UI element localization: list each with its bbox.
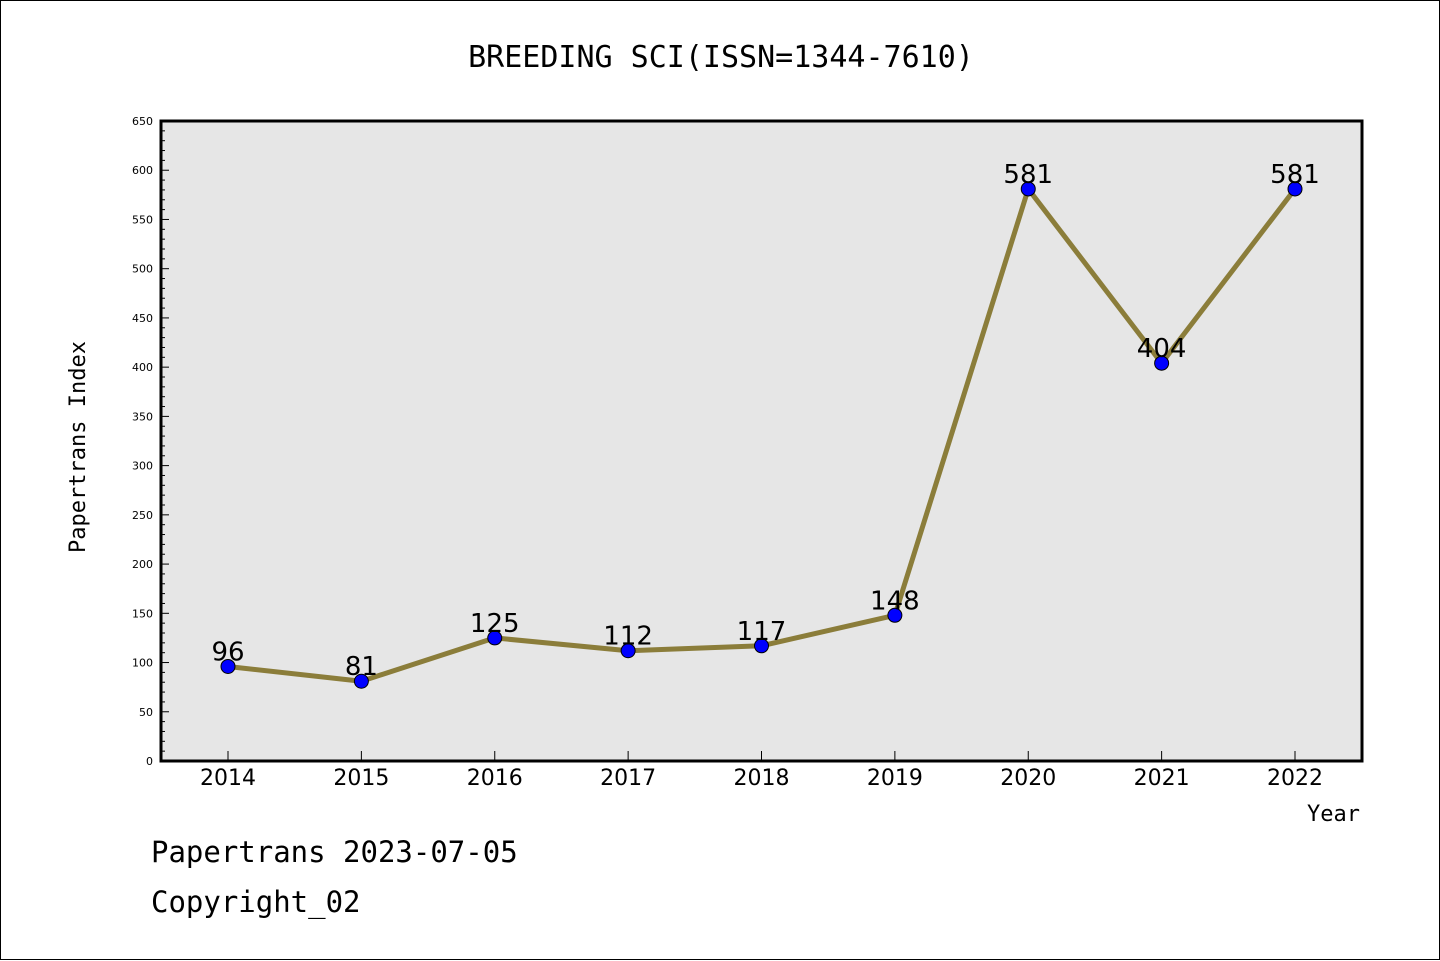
footer-date: Papertrans 2023-07-05 — [151, 835, 518, 869]
x-tick-label: 2017 — [600, 766, 656, 791]
y-tick-label: 150 — [132, 607, 153, 620]
series: 96 81 125 112 117 148 581 404 581 — [211, 160, 1320, 689]
x-tick-label: 2014 — [200, 766, 256, 791]
y-tick-label: 350 — [132, 410, 153, 423]
chart-title: BREEDING SCI(ISSN=1344-7610) — [468, 40, 974, 75]
y-tick-label: 550 — [132, 213, 153, 226]
data-point — [487, 630, 503, 646]
y-tick-label: 300 — [132, 460, 153, 473]
data-point — [220, 658, 236, 674]
x-tick-label: 2022 — [1267, 766, 1323, 791]
y-tick-label: 200 — [132, 558, 153, 571]
x-tick-label: 2015 — [333, 766, 389, 791]
data-label: 96 — [211, 637, 244, 667]
data-point — [1020, 181, 1036, 197]
data-label: 581 — [1270, 160, 1320, 190]
data-label: 125 — [470, 609, 520, 639]
y-tick-label: 100 — [132, 657, 153, 670]
x-tick-label: 2016 — [467, 766, 523, 791]
plot-area — [159, 119, 1364, 763]
y-tick-label: 0 — [146, 755, 153, 768]
x-tick-label: 2021 — [1134, 766, 1190, 791]
y-tick-label: 600 — [132, 164, 153, 177]
data-point — [620, 643, 636, 659]
x-axis-label: Year — [1307, 802, 1360, 827]
data-point — [353, 673, 369, 689]
data-label: 148 — [870, 586, 920, 616]
y-tick-label: 500 — [132, 263, 153, 276]
y-tick-label: 400 — [132, 361, 153, 374]
data-point — [1154, 355, 1170, 371]
x-tick-label: 2018 — [734, 766, 790, 791]
y-tick-label: 250 — [132, 509, 153, 522]
data-label: 581 — [1003, 160, 1053, 190]
data-point — [887, 607, 903, 623]
data-point — [754, 638, 769, 654]
y-axis: 0 50 100 150 200 250 300 350 400 450 500 550 600 650 — [132, 115, 169, 768]
data-label: 81 — [345, 652, 378, 682]
data-point — [1287, 181, 1303, 197]
y-tick-label: 50 — [139, 706, 153, 719]
data-label: 117 — [737, 617, 787, 647]
y-axis-label: Papertrans Index — [66, 341, 91, 553]
x-tick-label: 2020 — [1000, 766, 1056, 791]
data-label: 404 — [1137, 334, 1187, 364]
data-label: 112 — [603, 622, 653, 652]
footer-copyright: Copyright_02 — [151, 885, 361, 919]
x-tick-label: 2019 — [867, 766, 923, 791]
x-axis: 2014 2015 2016 2017 2018 2019 2020 2021 2022 — [200, 751, 1323, 791]
y-tick-label: 450 — [132, 312, 153, 325]
y-tick-label: 650 — [132, 115, 153, 128]
